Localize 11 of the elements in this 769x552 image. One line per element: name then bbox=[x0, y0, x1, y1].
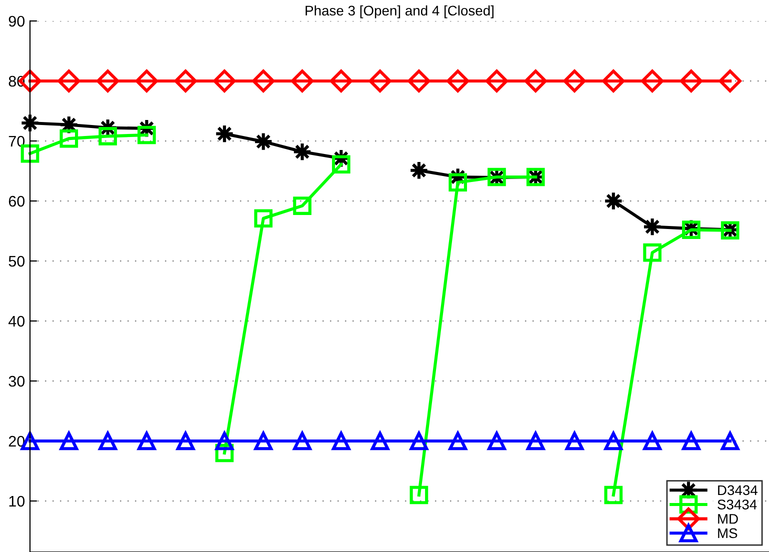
legend-label: MS bbox=[718, 528, 738, 538]
y-tick-label: 90 bbox=[8, 16, 25, 27]
y-tick-label: 10 bbox=[9, 496, 25, 507]
legend-label: S3434 bbox=[718, 500, 757, 510]
y-tick-label: 50 bbox=[8, 256, 25, 267]
legend-label: D3434 bbox=[718, 485, 758, 496]
legend-label: MD bbox=[718, 514, 738, 524]
y-tick-label: 30 bbox=[8, 376, 25, 387]
y-tick-label: 60 bbox=[8, 196, 25, 207]
y-tick-label: 40 bbox=[8, 316, 25, 327]
chart-title: Phase 3 [Open] and 4 [Closed] bbox=[306, 5, 494, 18]
